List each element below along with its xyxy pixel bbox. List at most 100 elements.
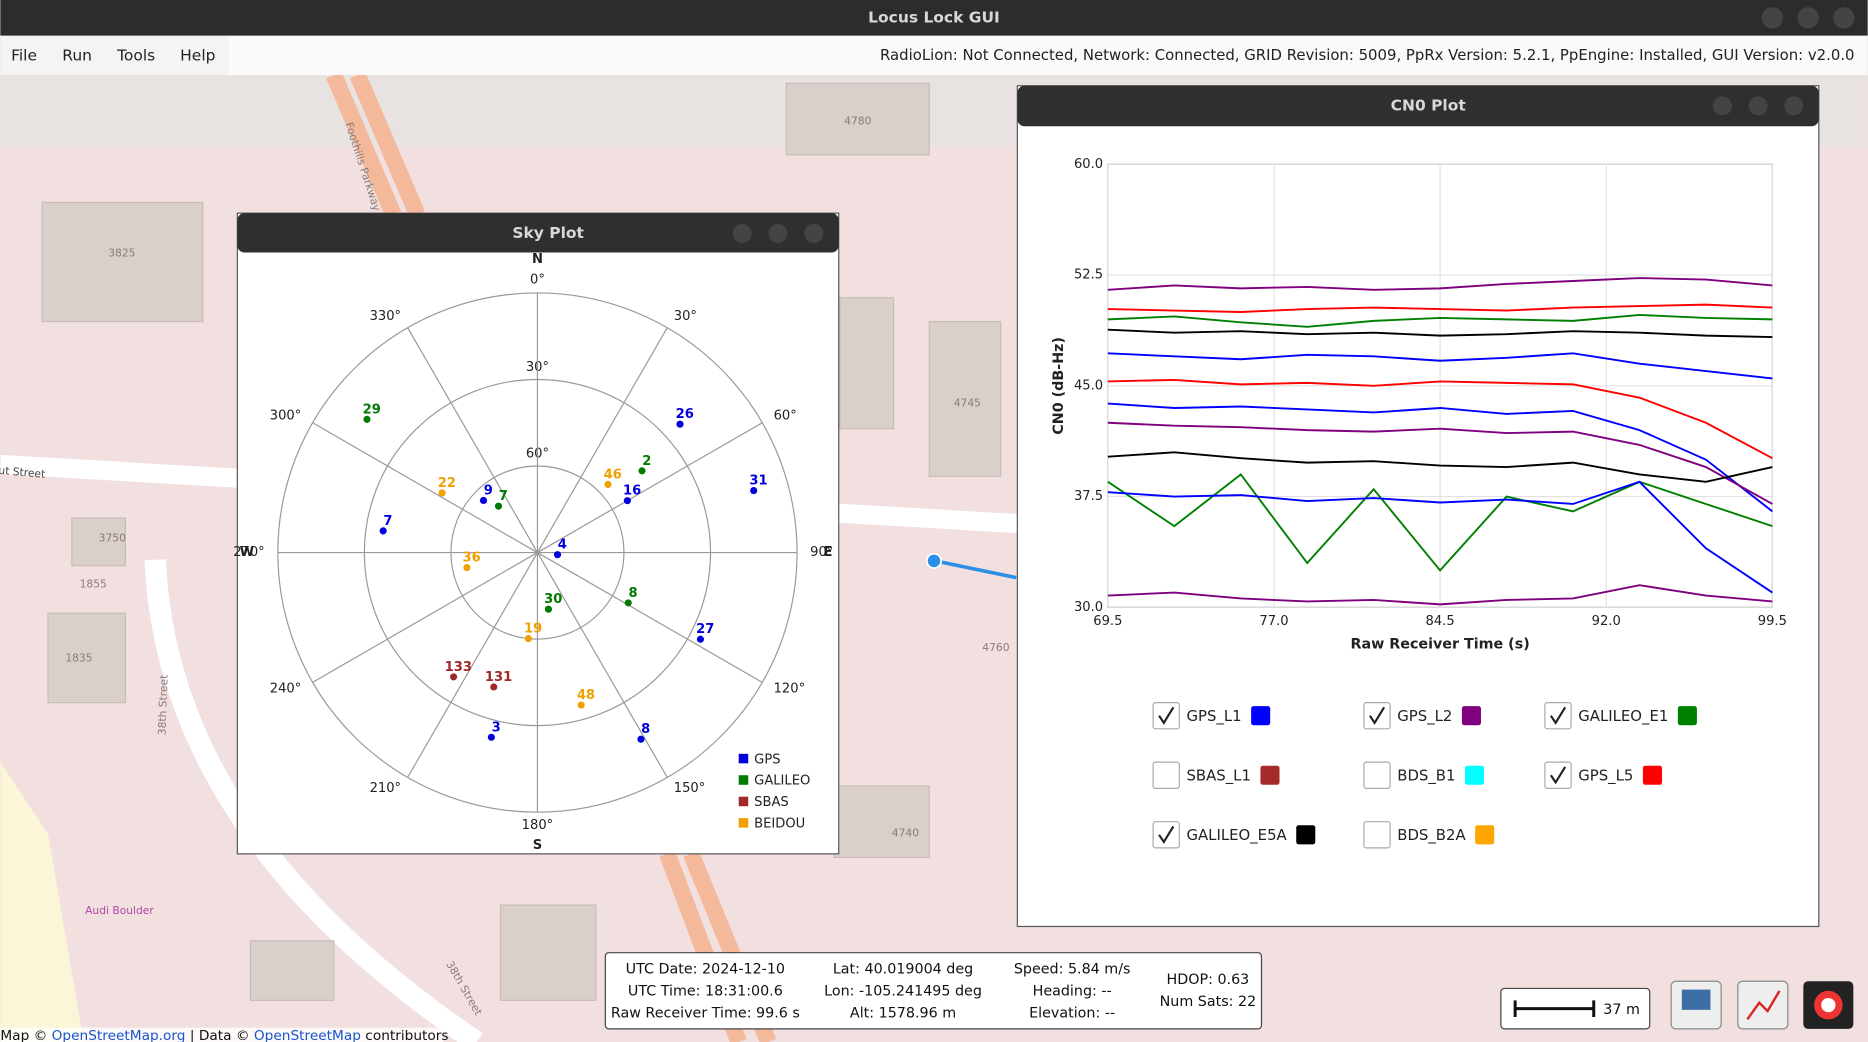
minimize-button[interactable] [1712,96,1732,116]
cn0-line [1107,402,1773,513]
satellite [544,605,553,613]
legend-swatch [738,753,749,764]
signal-color [1475,825,1495,845]
close-button[interactable] [804,223,824,243]
signal-color [1260,765,1280,785]
maximize-button[interactable] [768,223,788,243]
satellite [623,497,631,505]
status-bar [229,35,1868,76]
satellite [676,420,684,428]
satellite-label: 26 [676,407,694,422]
satellite-label: 48 [577,688,595,703]
azimuth-label: 150° [674,781,706,796]
close-button[interactable] [1833,7,1855,29]
menu-item[interactable]: File [11,46,37,64]
satellite [379,527,387,535]
map-label: Audi Boulder [85,904,154,917]
maximize-button[interactable] [1797,7,1819,29]
y-axis-label: CN0 (dB-Hz) [1051,337,1067,435]
window-title-bar [1017,85,1819,127]
signal-checkbox[interactable] [1544,761,1572,789]
y-tick-label: 37.5 [1074,489,1103,504]
minimize-button[interactable] [1761,7,1784,29]
building [71,517,127,567]
cn0-line [1107,480,1773,594]
window-frame [236,212,840,855]
attribution-link[interactable]: OpenStreetMap.org [52,1028,186,1042]
signal-checkbox[interactable] [1152,702,1180,730]
info-field: Heading: -- [1033,983,1112,999]
attribution-text: | Data © [190,1028,254,1042]
legend-swatch [738,818,749,828]
satellite [553,551,562,559]
satellite [696,635,705,643]
menu-item[interactable]: Help [180,46,215,64]
window-controls[interactable] [1761,7,1855,29]
map-label: 3825 [108,247,135,260]
cn0-line [1107,328,1773,339]
satellite-label: 7 [499,489,508,504]
satellite-label: 22 [438,476,456,491]
menu-item[interactable]: Run [62,46,92,64]
check-mark [1549,766,1567,785]
attribution-bg [0,1027,444,1042]
satellite [463,563,471,572]
x-tick-label: 92.0 [1592,614,1621,629]
info-field: Speed: 5.84 m/s [1014,961,1131,977]
monitor-icon [1681,989,1711,1010]
check-mark [1549,706,1567,725]
maximize-button[interactable] [1748,96,1768,116]
signal-checkbox[interactable] [1363,702,1391,730]
azimuth-spoke [537,422,763,554]
signal-label: GPS_L1 [1186,707,1241,725]
legend-label: GPS [754,752,780,767]
signal-checkbox[interactable] [1152,761,1180,789]
satellite-label: 2 [642,454,651,469]
satellite [624,599,632,607]
info-field: Elevation: -- [1029,1005,1115,1021]
x-tick-label: 99.5 [1758,614,1787,629]
check-mark [1158,825,1175,844]
signal-label: GALILEO_E1 [1578,707,1668,725]
building [839,297,895,430]
signal-checkbox[interactable] [1363,821,1391,849]
signal-checkbox[interactable] [1544,702,1572,730]
signal-label: GPS_L5 [1578,766,1633,784]
status-text: RadioLion: Not Connected, Network: Conne… [880,46,1855,64]
info-field: UTC Date: 2024-12-10 [626,961,785,977]
x-tick-label: 77.0 [1259,614,1288,629]
signal-checkbox[interactable] [1152,821,1180,849]
info-panel [604,952,1263,1030]
y-tick-label: 45.0 [1074,378,1103,393]
satellite [577,701,585,709]
map-label: 4780 [844,114,871,127]
satellite-label: 30 [544,592,562,607]
azimuth-spoke [312,552,538,683]
satellite-label: 29 [363,402,381,417]
building [41,201,204,323]
azimuth-label: 90° [810,545,833,560]
signal-checkbox[interactable] [1363,761,1391,789]
azimuth-spoke [312,422,538,554]
signal-label: BDS_B1 [1397,766,1455,784]
map-label: ut Street [0,464,46,481]
minimize-button[interactable] [732,223,752,243]
close-button[interactable] [1784,96,1804,116]
azimuth-label: 30° [674,309,697,324]
satellite-label: 3 [492,720,501,735]
satellite-label: 133 [445,660,472,675]
azimuth-label: 0° [530,272,545,287]
cn0-line [1107,584,1773,606]
signal-label: GALILEO_E5A [1186,826,1287,844]
satellite-label: 8 [628,586,637,601]
app-title: Locus Lock GUI [868,8,1000,26]
cn0-line [1107,352,1773,380]
attribution-text: contributors [365,1028,448,1042]
satellite [438,489,446,497]
title-bar [0,0,1868,36]
window-title-bar [237,213,839,253]
menu-item[interactable]: Tools [116,46,155,64]
x-axis-label: Raw Receiver Time (s) [1350,636,1529,652]
legend-label: GALILEO [754,774,810,789]
attribution-link[interactable]: OpenStreetMap [254,1028,361,1042]
